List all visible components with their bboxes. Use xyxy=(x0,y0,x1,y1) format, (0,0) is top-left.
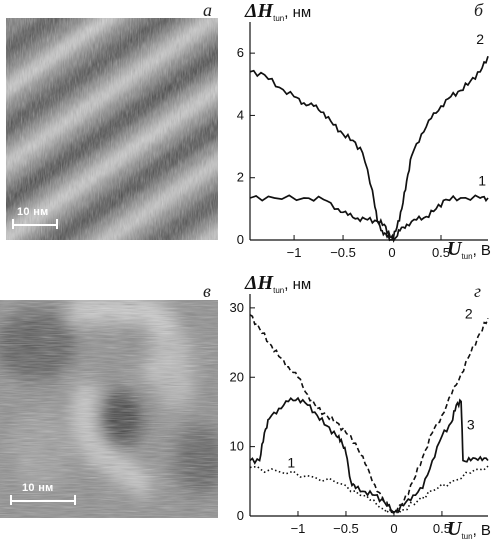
curve-label-2: 2 xyxy=(465,305,473,321)
scalebar-c-tick-left xyxy=(10,495,12,505)
y-tick-label: 4 xyxy=(237,107,244,122)
scalebar-label-a: 10 нм xyxy=(17,206,49,218)
x-tick-label: −0.5 xyxy=(330,245,356,260)
scalebar-c xyxy=(10,500,76,502)
y-axis-symbol: ΔH xyxy=(245,272,274,294)
scalebar-a-tick-right xyxy=(56,219,58,229)
curve-label-2: 2 xyxy=(476,31,484,47)
series-line-2 xyxy=(249,56,489,242)
x-axis-symbol: U xyxy=(447,518,462,540)
y-tick-label: 2 xyxy=(237,170,244,185)
series-line-1 xyxy=(249,194,489,243)
y-axis-title-d: ΔHtun, нм xyxy=(245,272,311,295)
y-axis-subscript: tun xyxy=(273,14,285,23)
x-tick-label: 0.5 xyxy=(432,245,450,260)
y-axis-unit: , нм xyxy=(284,276,312,293)
y-tick-label: 20 xyxy=(230,369,244,384)
curve-label-1: 1 xyxy=(478,173,486,189)
y-tick-label: 6 xyxy=(237,45,244,60)
y-tick-label: 0 xyxy=(237,232,244,247)
y-axis-unit: , нм xyxy=(284,4,312,21)
panel-letter-c: в xyxy=(203,281,211,301)
x-tick-label: 0 xyxy=(388,245,395,260)
x-axis-subscript: tun xyxy=(461,252,473,261)
x-axis-unit: , В xyxy=(472,522,491,539)
x-axis-subscript: tun xyxy=(461,532,473,541)
curve-label-1: 1 xyxy=(287,454,295,470)
x-tick-label: 0 xyxy=(390,521,397,536)
x-tick-label: 0.5 xyxy=(433,521,451,536)
series-line-2 xyxy=(249,314,489,514)
scalebar-label-c: 10 нм xyxy=(22,482,54,494)
y-axis-title-b: ΔHtun, нм xyxy=(245,0,311,23)
panel-letter-d: г xyxy=(474,281,482,301)
panel-letter-b: б xyxy=(474,0,484,20)
x-tick-label: −0.5 xyxy=(333,521,359,536)
y-tick-label: 30 xyxy=(230,300,244,315)
panel-letter-a: а xyxy=(203,0,212,20)
y-tick-label: 0 xyxy=(237,508,244,523)
x-axis-unit: , В xyxy=(472,242,491,259)
series-line-3 xyxy=(249,396,489,514)
curve-label-3: 3 xyxy=(467,416,475,432)
y-axis-symbol: ΔH xyxy=(245,0,274,22)
y-tick-label: 10 xyxy=(230,439,244,454)
y-axis-subscript: tun xyxy=(273,286,285,295)
scalebar-a xyxy=(12,224,58,226)
x-axis-symbol: U xyxy=(447,238,462,260)
stm-image-c xyxy=(0,300,218,518)
x-tick-label: −1 xyxy=(287,245,302,260)
scalebar-c-tick-right xyxy=(74,495,76,505)
series-line-1 xyxy=(249,465,489,516)
x-axis-title-d: Utun, В xyxy=(447,518,491,541)
x-axis-title-b: Utun, В xyxy=(447,238,491,261)
scalebar-a-tick-left xyxy=(12,219,14,229)
stm-image-a xyxy=(6,18,218,240)
x-tick-label: −1 xyxy=(291,521,306,536)
